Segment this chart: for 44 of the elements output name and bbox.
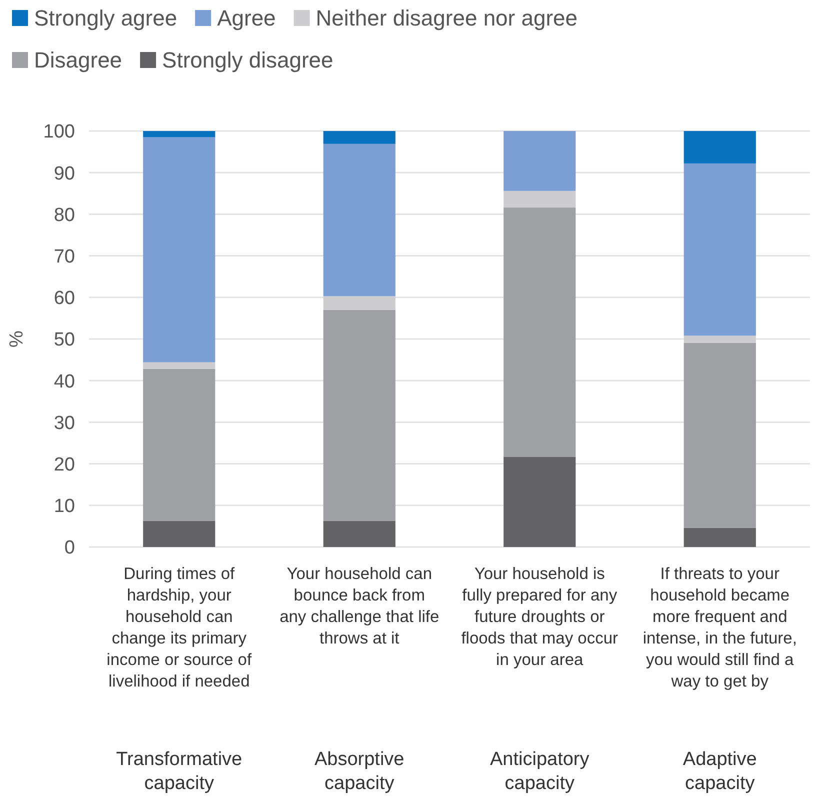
bar bbox=[684, 131, 756, 164]
legend-label: Strongly agree bbox=[34, 6, 178, 31]
bar bbox=[504, 131, 576, 191]
legend-label: Agree bbox=[217, 6, 276, 31]
y-tick-label: 20 bbox=[54, 454, 75, 476]
bar bbox=[323, 520, 396, 547]
bar bbox=[323, 131, 396, 144]
bar bbox=[143, 137, 216, 362]
bar bbox=[143, 368, 216, 521]
x-tick-label: If threats to your household became more frequent and intense, in the future, you would still find a way to get by bbox=[642, 565, 797, 690]
y-axis-title: % bbox=[6, 330, 28, 348]
y-tick-label: 50 bbox=[54, 330, 75, 351]
bar bbox=[323, 144, 396, 296]
y-tick-label: 80 bbox=[54, 204, 75, 226]
text: Absorptive capacity bbox=[314, 749, 404, 794]
y-tick-label: 10 bbox=[54, 496, 75, 518]
y-tick-label: 30 bbox=[54, 412, 75, 434]
bar bbox=[323, 310, 396, 521]
y-tick-label: 70 bbox=[54, 246, 75, 268]
bar bbox=[323, 296, 396, 310]
legend-label: Neither disagree nor agree bbox=[316, 6, 578, 31]
x-tick-label: During times of hardship, your household can change its primary income or source of livelihood if needed bbox=[106, 565, 252, 690]
y-tick-label: 0 bbox=[64, 538, 75, 559]
y-tick-label: 90 bbox=[54, 163, 75, 184]
text: Transformative capacity bbox=[116, 749, 242, 794]
bar bbox=[504, 456, 576, 547]
legend-label: Disagree bbox=[34, 48, 122, 73]
legend-label: Strongly disagree bbox=[162, 48, 334, 73]
bar bbox=[684, 163, 756, 336]
text: Adaptive capacity bbox=[682, 749, 757, 794]
bar bbox=[504, 190, 576, 208]
bar bbox=[684, 342, 756, 528]
y-tick-label: 40 bbox=[54, 371, 75, 392]
x-tick-label: Your household can bounce back from any challenge that life throws at it bbox=[280, 565, 440, 648]
y-tick-label: 60 bbox=[54, 288, 75, 310]
bar bbox=[504, 208, 576, 457]
bar bbox=[143, 520, 216, 547]
bar bbox=[684, 336, 756, 343]
bar bbox=[684, 528, 756, 547]
text: Anticipatory capacity bbox=[490, 749, 590, 794]
bar bbox=[143, 131, 216, 138]
bar bbox=[143, 362, 216, 369]
y-tick-label: 100 bbox=[43, 122, 75, 143]
x-tick-label: Your household is fully prepared for any future droughts or floods that may occur in your area bbox=[461, 565, 619, 669]
